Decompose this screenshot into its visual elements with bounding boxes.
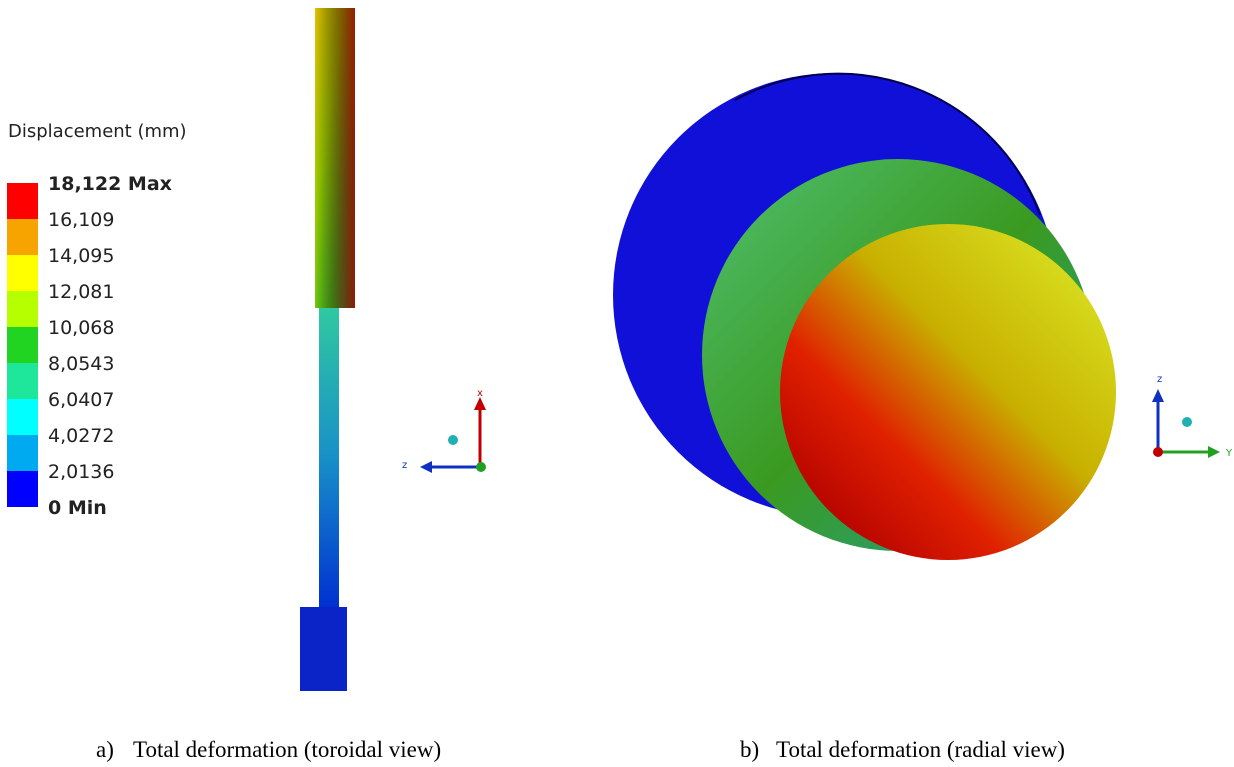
rod-head-shade (315, 8, 355, 308)
rod-shaft (319, 308, 339, 608)
caption-marker: b) (740, 737, 759, 762)
figure: x z z Y Displacement (mm) 18,122 Max 16,1… (0, 0, 1234, 767)
caption: Total deformation (toroidal view) (133, 737, 441, 762)
axis-origin (476, 462, 486, 472)
legend-band (7, 291, 38, 327)
page: x z z Y Displacement (mm) 18,122 Max 16,1… (0, 0, 1234, 767)
legend-band (7, 435, 38, 471)
legend-title: Displacement (mm) (8, 121, 187, 142)
axis-label: z (1157, 374, 1162, 385)
rod-base (300, 607, 347, 691)
legend-label: 16,109 (48, 209, 114, 231)
view-dot (1182, 417, 1192, 427)
legend-band (7, 255, 38, 291)
legend-label: 6,0407 (48, 389, 114, 411)
legend-label: 18,122 Max (48, 173, 172, 195)
legend-label: 2,0136 (48, 461, 114, 483)
arrow-head (1152, 389, 1164, 402)
legend-band (7, 183, 38, 219)
legend-label: 12,081 (48, 281, 114, 303)
front-disc (780, 224, 1116, 560)
caption: Total deformation (radial view) (776, 737, 1065, 762)
legend-band (7, 363, 38, 399)
legend-band (7, 471, 38, 507)
legend-label: 0 Min (48, 497, 107, 519)
legend-label: 8,0543 (48, 353, 114, 375)
legend-band (7, 399, 38, 435)
caption-marker: a) (96, 737, 114, 762)
legend-band (7, 327, 38, 363)
legend-label: 14,095 (48, 245, 114, 267)
legend-label: 10,068 (48, 317, 114, 339)
legend-band (7, 219, 38, 255)
legend: 18,122 Max 16,109 14,095 12,081 10,068 8,0543… (7, 173, 172, 519)
arrow-head (1208, 446, 1220, 458)
axis-label: z (402, 460, 407, 471)
arrow-head (420, 461, 432, 473)
axis-label: Y (1225, 448, 1233, 459)
legend-label: 4,0272 (48, 425, 114, 447)
axis-origin (1153, 447, 1163, 457)
view-dot (448, 435, 458, 445)
axis-label: x (477, 388, 483, 399)
